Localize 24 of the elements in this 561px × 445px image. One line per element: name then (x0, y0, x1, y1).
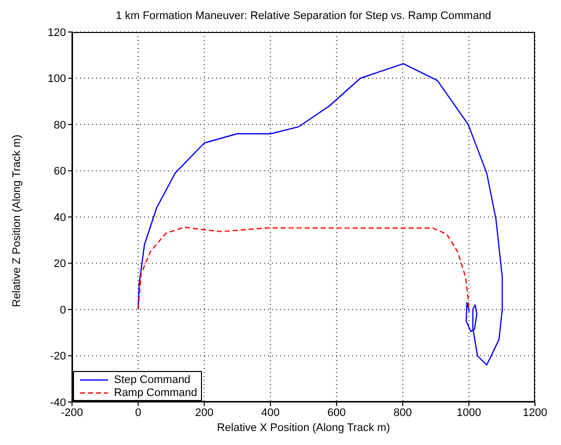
x-tick-label: 200 (195, 406, 214, 419)
legend-label: Ramp Command (114, 386, 198, 398)
x-tick-label: 800 (394, 406, 412, 419)
x-tick-label: 0 (135, 406, 142, 419)
y-tick-label: 80 (54, 119, 66, 132)
y-tick-label: 20 (54, 258, 66, 270)
y-tick-label: 100 (48, 73, 66, 86)
x-tick-label: 400 (261, 406, 280, 419)
line-series (138, 226, 470, 310)
y-tick-label: 0 (60, 304, 66, 316)
line-series (138, 63, 503, 366)
x-tick-label: 600 (327, 406, 346, 419)
chart-title: 1 km Formation Maneuver: Relative Separation for Step vs. Ramp Command (114, 10, 492, 22)
y-tick-label: 60 (54, 166, 66, 178)
y-tick-label: 40 (54, 212, 66, 224)
y-axis-title: Relative Z Position (Along Track m) (10, 134, 23, 307)
x-axis-title: Relative X Position (Along Track m) (216, 422, 390, 434)
x-tick-label: 1200 (522, 406, 548, 419)
y-tick-label: 120 (48, 26, 66, 39)
x-tick-label: 1000 (456, 406, 482, 419)
legend-label: Step Command (114, 374, 190, 386)
y-tick-label: -40 (50, 396, 66, 409)
x-tick-label: -200 (60, 406, 84, 419)
y-tick-label: -20 (50, 350, 66, 363)
